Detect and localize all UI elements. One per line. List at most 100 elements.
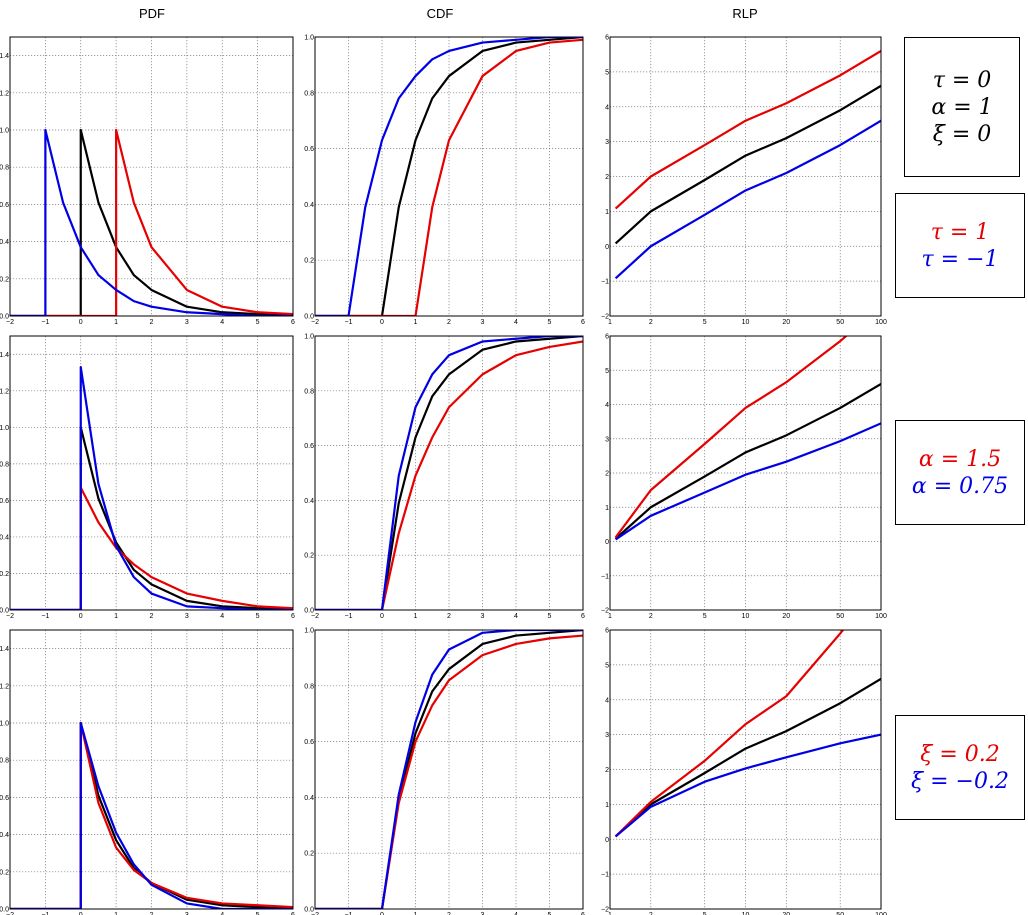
panel-2-pdf-ytick-label: 1.2	[0, 388, 9, 395]
panel-2-rlp-ytick-label: 3	[605, 436, 609, 443]
panel-1-pdf-xtick-label: −2	[6, 319, 14, 326]
panel-3-rlp-ytick-label: 4	[605, 697, 609, 704]
panel-3-rlp-ytick-label: −2	[601, 907, 609, 914]
panel-2-pdf-xtick-label: −2	[6, 613, 14, 620]
panel-2-pdf-xtick-label: 5	[256, 613, 260, 620]
panel-2-pdf-xtick-label: 3	[185, 613, 189, 620]
panel-1-pdf-xtick-label: 1	[114, 319, 118, 326]
panel-1-cdf-xtick-label: 5	[548, 319, 552, 326]
panel-2-rlp-xtick-label: 2	[649, 613, 653, 620]
panel-3-rlp: 1 2 5 10 20 50 100 −2 −1 0 1 2 3 4 5 6	[601, 628, 887, 915]
panel-2-cdf-xtick-label: 4	[514, 613, 518, 620]
panel-1-cdf-series-baseline	[315, 37, 583, 316]
panel-2-pdf-ytick-label: 0.0	[0, 608, 9, 615]
panel-3-rlp-xtick-label: 10	[742, 912, 750, 915]
panel-3-cdf-ytick-label: 0.0	[304, 907, 314, 914]
panel-1-cdf-xtick-label: 4	[514, 319, 518, 326]
panel-1-cdf-ytick-label: 0.2	[304, 258, 314, 265]
panel-3-pdf-ytick-label: 0.2	[0, 869, 9, 876]
panel-3-cdf-ytick-label: 0.8	[304, 683, 314, 690]
panel-3-pdf-xtick-label: −2	[6, 912, 14, 915]
panel-2-pdf-xtick-label: 1	[114, 613, 118, 620]
panel-2-rlp-ytick-label: 6	[605, 334, 609, 341]
panel-2-rlp-ytick-label: 5	[605, 368, 609, 375]
panel-3-pdf: −2 −1 0 1 2 3 4 5 6 0.0 0.2 0.4 0.6 0.8 1.0 1.2 1.4	[0, 629, 295, 915]
panel-1-pdf-xtick-label: 6	[291, 319, 295, 326]
panel-2-rlp-xtick-label: 20	[782, 613, 790, 620]
panel-1-rlp-frame	[609, 36, 882, 317]
panel-3-cdf-xtick-label: 2	[447, 912, 451, 915]
panel-2-pdf-xtick-label: 4	[220, 613, 224, 620]
panel-3-pdf-ytick-label: 1.4	[0, 646, 9, 653]
panel-1-cdf-xtick-label: −1	[345, 319, 353, 326]
panel-3-rlp-xtick-label: 20	[782, 912, 790, 915]
panel-1-cdf-ytick-label: 0.0	[304, 314, 314, 321]
panel-1-cdf-xtick-label: 1	[414, 319, 418, 326]
panel-2-rlp-xtick-label: 1	[608, 613, 612, 620]
panel-1-pdf-series-blue	[10, 128, 293, 316]
panel-3-cdf-ytick-label: 0.6	[304, 739, 314, 746]
panel-2-pdf-xtick-label: 2	[150, 613, 154, 620]
panel-1-rlp-ytick-label: 0	[605, 244, 609, 251]
panel-1-pdf-ytick-label: 0.4	[0, 239, 9, 246]
panel-2-rlp-ytick-label: 1	[605, 505, 609, 512]
panel-3-pdf-xtick-label: 6	[291, 912, 295, 915]
panel-3-pdf-xtick-label: 0	[79, 912, 83, 915]
panel-3-cdf-ytick-label: 0.2	[304, 851, 314, 858]
panel-1-pdf-ytick-label: 1.4	[0, 53, 9, 60]
panel-3-pdf-frame	[9, 629, 294, 910]
panel-2-rlp-ytick-label: 4	[605, 402, 609, 409]
panel-3-pdf-ytick-label: 0.4	[0, 832, 9, 839]
panel-2-cdf-xtick-label: 1	[414, 613, 418, 620]
panel-3-rlp-ytick-label: −1	[601, 872, 609, 879]
panel-3-cdf-xtick-label: 0	[380, 912, 384, 915]
panel-1-pdf-ytick-label: 0.6	[0, 202, 9, 209]
panel-2-cdf-xtick-label: 5	[548, 613, 552, 620]
legend-row1-low: τ = −1	[921, 246, 999, 272]
panel-2-pdf-xtick-label: −1	[41, 613, 49, 620]
panel-3-pdf-series-group	[10, 721, 293, 909]
panel-2-cdf-xtick-label: 3	[481, 613, 485, 620]
panel-1-cdf: −2 −1 0 1 2 3 4 5 6 0.0 0.2 0.4 0.6 0.8 1.0	[304, 35, 585, 327]
panel-1-rlp-xtick-label: 5	[703, 319, 707, 326]
panel-1-rlp-ytick-label: 4	[605, 104, 609, 111]
panel-3-rlp-ytick-label: 1	[605, 802, 609, 809]
panel-1-rlp-ytick-label: 1	[605, 209, 609, 216]
panel-2-pdf: −2 −1 0 1 2 3 4 5 6 0.0 0.2 0.4 0.6 0.8 1.0 1.2 1.4	[0, 335, 295, 620]
panel-3-cdf-frame	[314, 629, 584, 910]
panel-2-rlp-ytick-label: 2	[605, 471, 609, 478]
panel-3-rlp-xtick-label: 50	[836, 912, 844, 915]
panel-2-rlp-xtick-label: 10	[742, 613, 750, 620]
panel-1-rlp-xtick-label: 1	[608, 319, 612, 326]
panel-1-rlp-series-baseline	[614, 84, 881, 245]
panel-3-rlp-series-baseline	[614, 677, 881, 838]
panel-2-cdf: −2 −1 0 1 2 3 4 5 6 0.0 0.2 0.4 0.6 0.8 1.0	[304, 334, 585, 621]
legend-base-alpha: α = 1	[931, 94, 993, 120]
legend-row2: α = 1.5 α = 0.75	[895, 420, 1025, 525]
panel-2-rlp-ytick-label: −1	[601, 573, 609, 580]
panel-1-pdf-xtick-label: 5	[256, 319, 260, 326]
panel-1-pdf-ytick-label: 0.8	[0, 165, 9, 172]
panel-1-pdf-ytick-label: 0.0	[0, 314, 9, 321]
panel-2-cdf-series-blue	[315, 336, 583, 610]
panel-1-cdf-ytick-label: 0.4	[304, 202, 314, 209]
panel-1-rlp: 1 2 5 10 20 50 100 −2 −1 0 1 2 3 4 5 6	[601, 35, 887, 327]
column-title-pdf: PDF	[139, 6, 165, 21]
panel-2-rlp-xtick-label: 5	[703, 613, 707, 620]
panel-2-pdf-xtick-label: 0	[79, 613, 83, 620]
panel-2-rlp-ytick-label: −2	[601, 608, 609, 615]
legend-row3: ξ = 0.2 ξ = −0.2	[895, 715, 1025, 820]
panel-3-cdf-ytick-label: 1.0	[304, 628, 314, 635]
panel-1-cdf-xtick-label: 6	[581, 319, 585, 326]
panel-2-rlp-series-red	[614, 336, 848, 539]
panel-3-rlp-ytick-label: 5	[605, 662, 609, 669]
panel-3-pdf-xtick-label: 1	[114, 912, 118, 915]
panel-1-rlp-xtick-label: 20	[782, 319, 790, 326]
panel-3-pdf-xtick-label: 2	[150, 912, 154, 915]
panel-3-pdf-xtick-label: 5	[256, 912, 260, 915]
panel-1-rlp-xtick-label: 100	[875, 319, 887, 326]
panel-1-pdf-xtick-label: 2	[150, 319, 154, 326]
panel-2-cdf-xtick-label: 6	[581, 613, 585, 620]
panel-3-cdf-series-group	[315, 630, 583, 909]
